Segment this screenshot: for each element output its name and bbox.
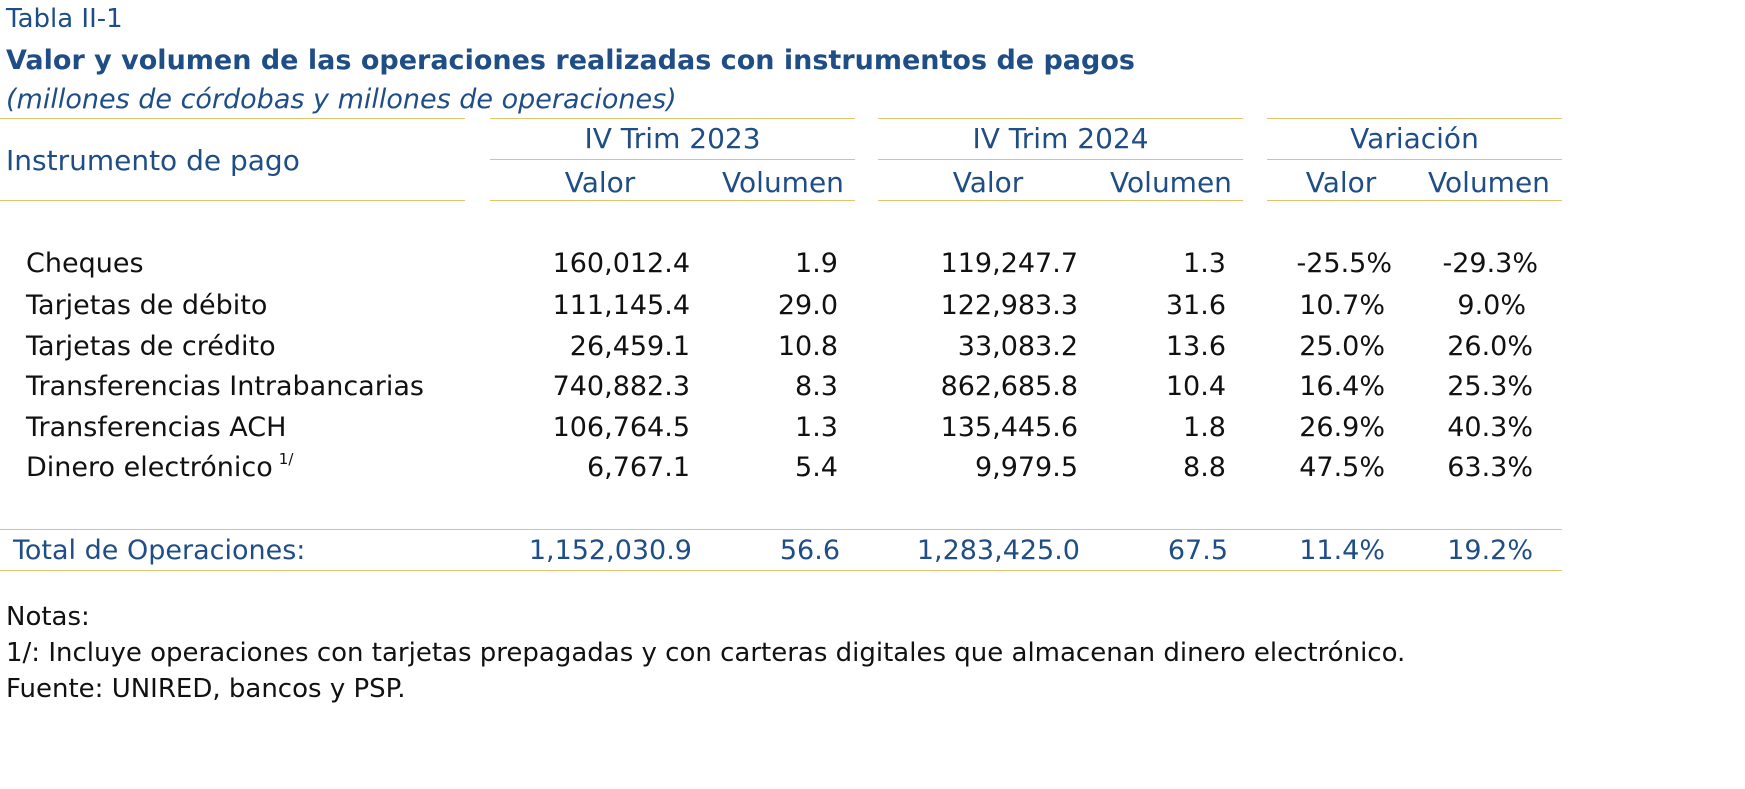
cell-var-valor: 26.9% [1299, 412, 1385, 443]
cell-volumen-2023: 10.8 [777, 331, 838, 362]
header-group-variacion: Variación [1350, 122, 1479, 155]
cell-valor-2024: 33,083.2 [957, 331, 1078, 362]
cell-valor-2024: 135,445.6 [940, 412, 1078, 443]
cell-valor-2023: 740,882.3 [552, 371, 690, 402]
cell-var-volumen: 25.3% [1447, 371, 1533, 402]
rule-mid-2024 [878, 159, 1243, 160]
header-sub-valor-2023: Valor [564, 166, 636, 199]
rule-header-bottom-variacion [1267, 200, 1562, 201]
cell-valor-2024: 9,979.5 [974, 452, 1078, 483]
row-label: Dinero electrónico 1/ [26, 450, 294, 483]
cell-var-volumen: -29.3% [1442, 248, 1538, 279]
cell-valor-2024: 119,247.7 [940, 248, 1078, 279]
header-instrument: Instrumento de pago [6, 144, 300, 177]
rule-total-top [0, 529, 1562, 530]
cell-var-volumen: 9.0% [1457, 290, 1526, 321]
notes-heading: Notas: [6, 602, 90, 632]
cell-valor-2024: 862,685.8 [940, 371, 1078, 402]
rule-top-2024 [878, 118, 1243, 119]
cell-valor-2023: 106,764.5 [552, 412, 690, 443]
total-var-volumen: 19.2% [1447, 535, 1533, 566]
total-valor-2024: 1,283,425.0 [916, 535, 1080, 566]
cell-var-volumen: 26.0% [1447, 331, 1533, 362]
row-label: Cheques [26, 248, 144, 279]
cell-volumen-2023: 5.4 [795, 452, 838, 483]
table-row: Tarjetas de crédito 26,459.1 10.8 33,083… [0, 331, 1745, 371]
cell-valor-2023: 6,767.1 [586, 452, 690, 483]
row-label: Transferencias Intrabancarias [26, 371, 424, 402]
cell-volumen-2023: 1.3 [795, 412, 838, 443]
rule-header-bottom-2023 [490, 200, 855, 201]
cell-volumen-2023: 1.9 [795, 248, 838, 279]
cell-volumen-2023: 8.3 [795, 371, 838, 402]
cell-var-volumen: 63.3% [1447, 452, 1533, 483]
cell-volumen-2024: 1.3 [1183, 248, 1226, 279]
cell-var-valor: -25.5% [1296, 248, 1392, 279]
table-row: Transferencias Intrabancarias 740,882.3 … [0, 371, 1745, 411]
rule-top-instrument [0, 118, 465, 119]
cell-volumen-2023: 29.0 [777, 290, 838, 321]
header-sub-valor-variacion: Valor [1305, 166, 1377, 199]
cell-var-valor: 10.7% [1299, 290, 1385, 321]
cell-valor-2024: 122,983.3 [940, 290, 1078, 321]
total-volumen-2024: 67.5 [1167, 535, 1228, 566]
rule-top-variacion [1267, 118, 1562, 119]
cell-valor-2023: 160,012.4 [552, 248, 690, 279]
cell-volumen-2024: 1.8 [1183, 412, 1226, 443]
table-row: Dinero electrónico 1/ 6,767.1 5.4 9,979.5… [0, 450, 1745, 492]
table-row: Transferencias ACH 106,764.5 1.3 135,445… [0, 412, 1745, 452]
rule-mid-2023 [490, 159, 855, 160]
table-row: Tarjetas de débito 111,145.4 29.0 122,98… [0, 290, 1745, 330]
cell-var-volumen: 40.3% [1447, 412, 1533, 443]
header-group-2024: IV Trim 2024 [972, 122, 1149, 155]
table-title: Valor y volumen de las operaciones reali… [6, 45, 1135, 76]
table-row: Cheques 160,012.4 1.9 119,247.7 1.3 -25.… [0, 248, 1745, 288]
cell-var-valor: 16.4% [1299, 371, 1385, 402]
table-subtitle: (millones de córdobas y millones de oper… [6, 84, 677, 115]
notes-footnote: 1/: Incluye operaciones con tarjetas pre… [6, 638, 1406, 668]
total-valor-2023: 1,152,030.9 [528, 535, 692, 566]
rule-top-2023 [490, 118, 855, 119]
total-label: Total de Operaciones: [13, 535, 306, 566]
cell-volumen-2024: 10.4 [1165, 371, 1226, 402]
footnote-marker: 1/ [278, 450, 294, 468]
total-volumen-2023: 56.6 [779, 535, 840, 566]
rule-total-bottom [0, 570, 1562, 571]
header-group-2023: IV Trim 2023 [584, 122, 761, 155]
header-sub-volumen-2024: Volumen [1110, 166, 1232, 199]
total-row: Total de Operaciones: 1,152,030.9 56.6 1… [0, 535, 1745, 575]
notes-source: Fuente: UNIRED, bancos y PSP. [6, 674, 406, 704]
cell-volumen-2024: 13.6 [1165, 331, 1226, 362]
row-label: Tarjetas de débito [26, 290, 268, 321]
rule-header-bottom-2024 [878, 200, 1243, 201]
cell-var-valor: 47.5% [1299, 452, 1385, 483]
cell-var-valor: 25.0% [1299, 331, 1385, 362]
total-var-valor: 11.4% [1299, 535, 1385, 566]
cell-volumen-2024: 8.8 [1183, 452, 1226, 483]
header-sub-volumen-variacion: Volumen [1428, 166, 1550, 199]
table-label: Tabla II-1 [6, 4, 123, 34]
rule-header-bottom-instrument [0, 200, 465, 201]
cell-valor-2023: 26,459.1 [569, 331, 690, 362]
header-sub-valor-2024: Valor [952, 166, 1024, 199]
row-label-text: Dinero electrónico [26, 452, 273, 483]
row-label: Transferencias ACH [26, 412, 287, 443]
header-sub-volumen-2023: Volumen [722, 166, 844, 199]
cell-valor-2023: 111,145.4 [552, 290, 690, 321]
row-label: Tarjetas de crédito [26, 331, 276, 362]
cell-volumen-2024: 31.6 [1165, 290, 1226, 321]
rule-mid-variacion [1267, 159, 1562, 160]
